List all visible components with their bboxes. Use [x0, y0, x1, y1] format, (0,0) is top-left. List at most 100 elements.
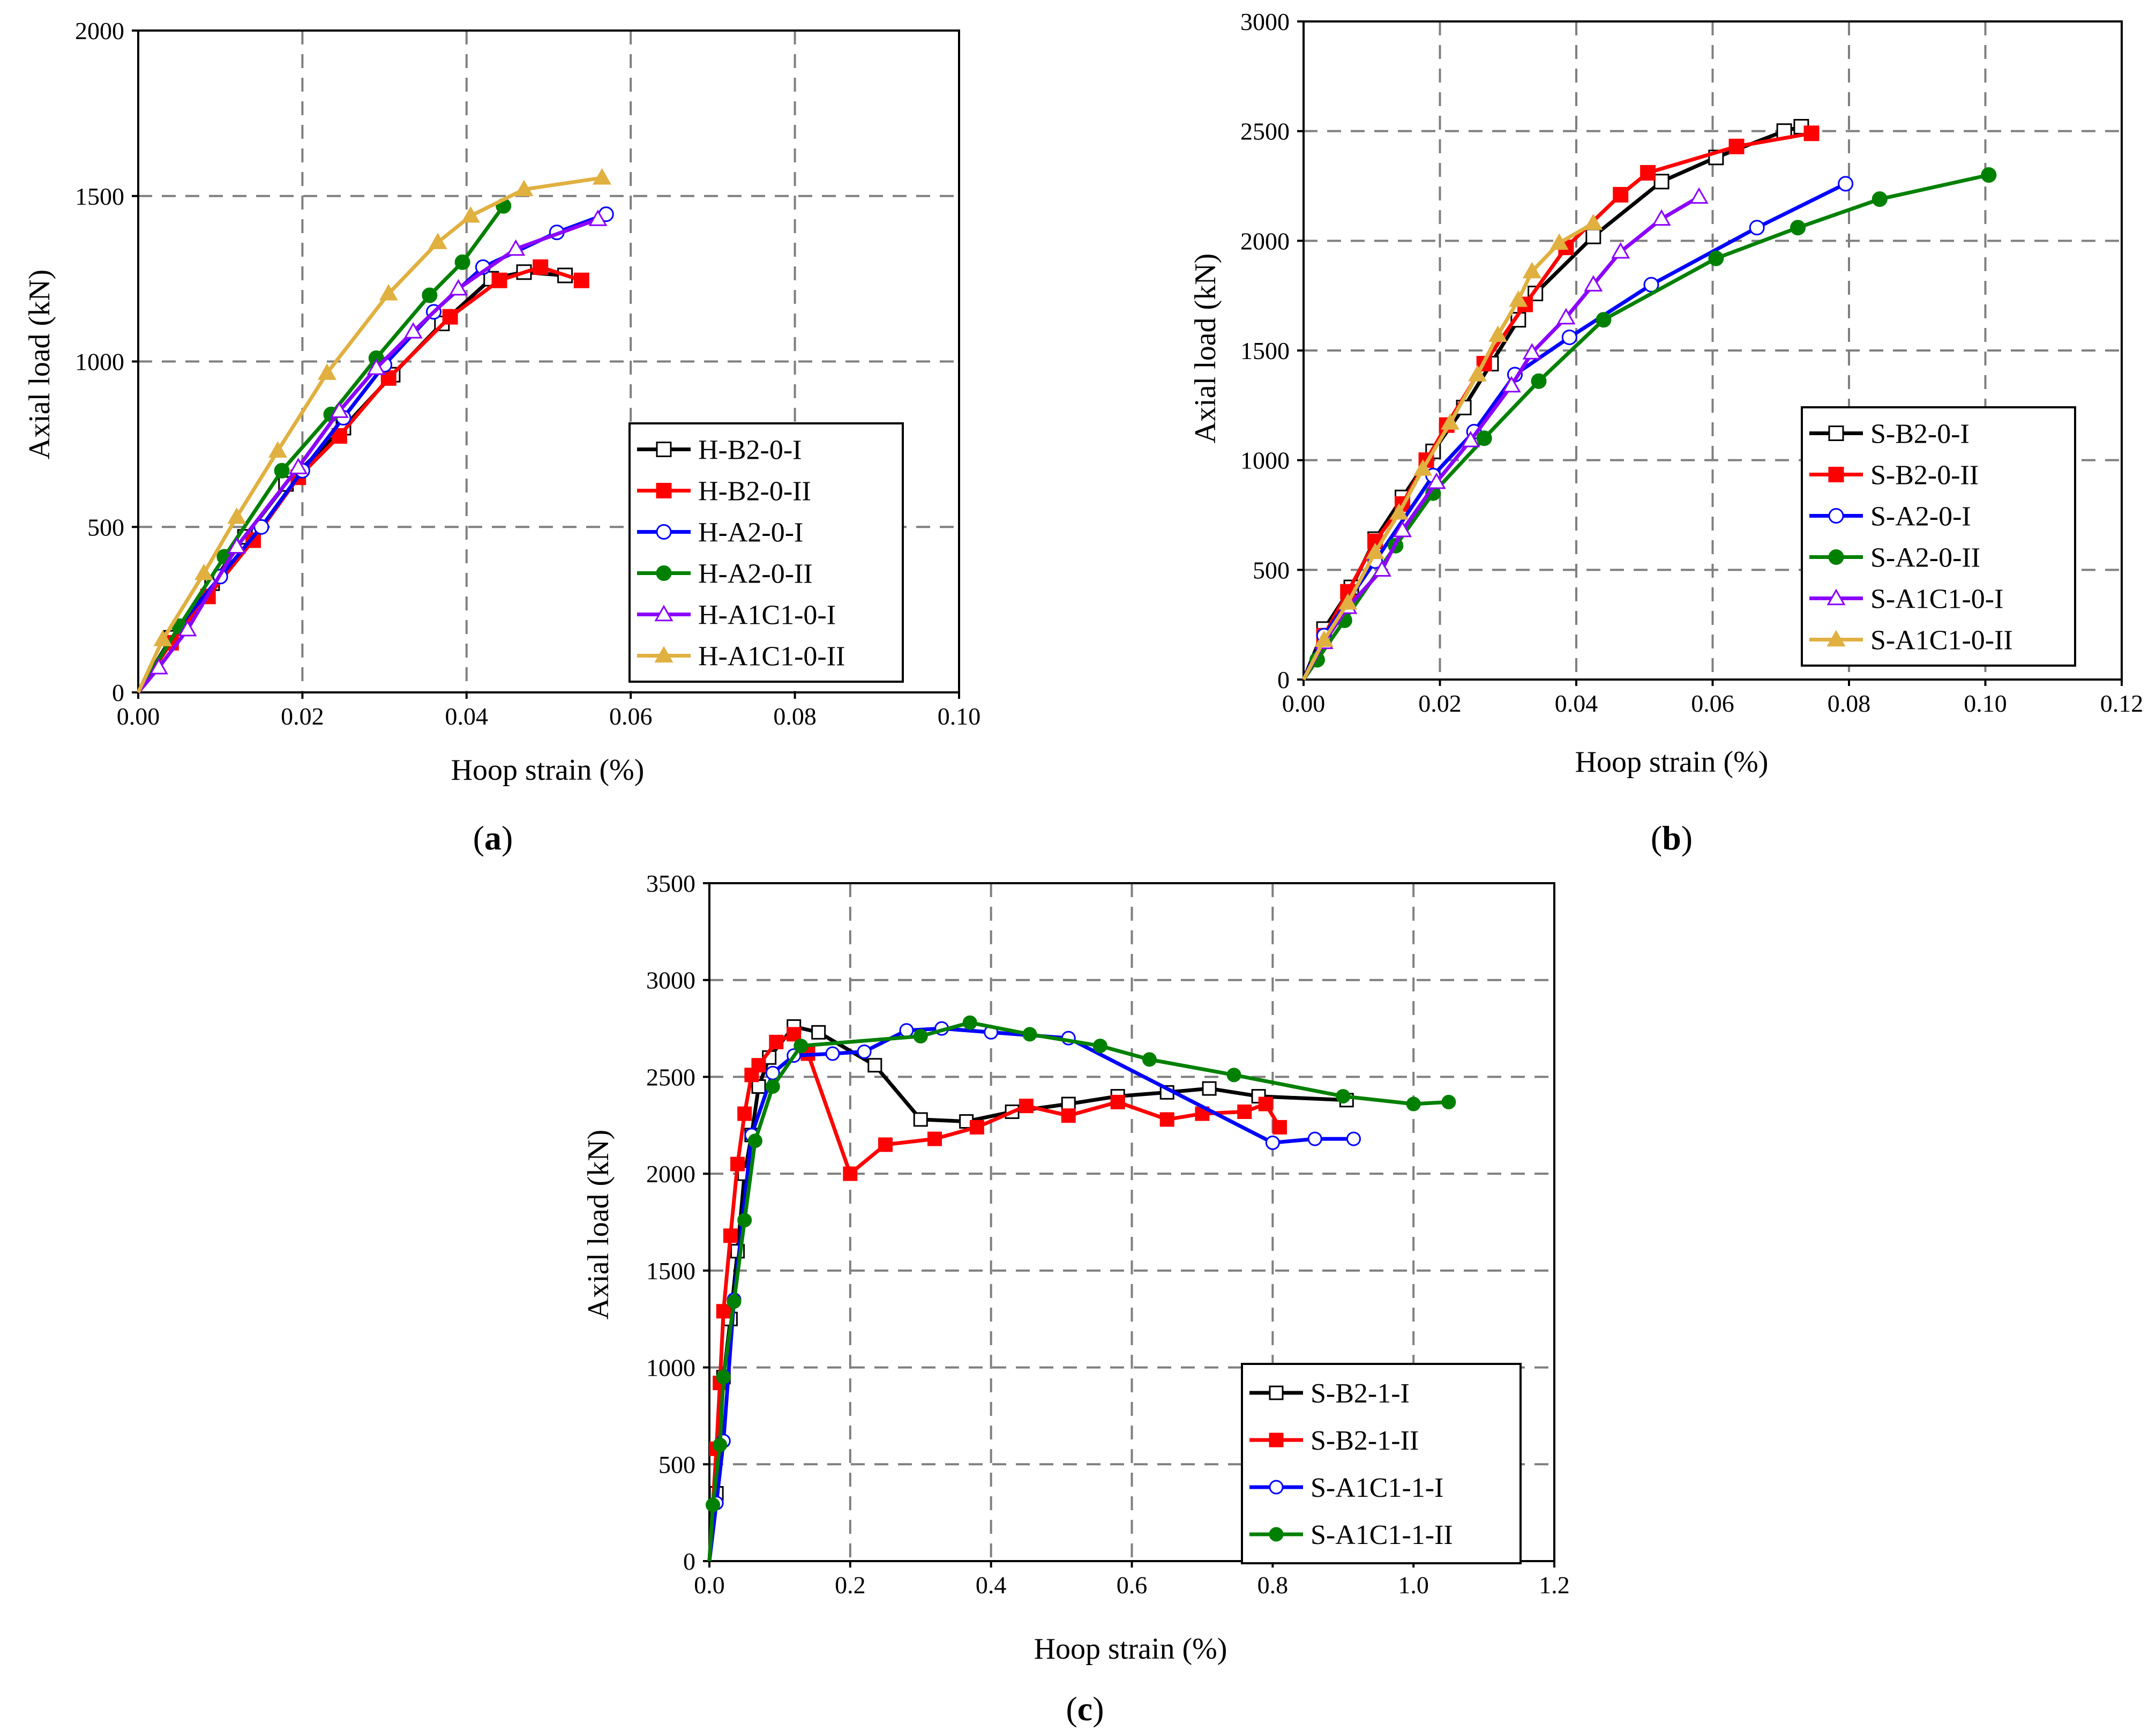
series-line: [1302, 173, 1989, 681]
series-line: [707, 1032, 1282, 1562]
x-tick-label: 0.04: [445, 703, 489, 730]
data-point: [533, 259, 549, 275]
data-point: [765, 1079, 780, 1094]
data-point: [331, 428, 347, 444]
legend-marker: [656, 442, 672, 457]
x-tick-label: 0.06: [1691, 690, 1734, 717]
x-tick-label: 1.2: [1539, 1571, 1570, 1599]
legend-item: S-B2-1-I: [1249, 1378, 1410, 1409]
data-point: [588, 210, 608, 226]
data-point: [751, 1058, 766, 1073]
legend: H-B2-0-I H-B2-0-II H-A2-0-I H-A2-0-II H-A1C1…: [628, 422, 904, 683]
data-point: [716, 1370, 731, 1385]
data-point: [454, 254, 470, 270]
data-point: [1314, 630, 1334, 647]
y-tick-label: 1500: [1240, 337, 1290, 364]
y-tick-label: 2000: [1240, 227, 1290, 255]
legend-label: S-B2-0-II: [1870, 460, 1979, 491]
data-point: [1708, 250, 1724, 266]
data-point: [1202, 1081, 1217, 1096]
data-point: [1406, 1096, 1421, 1111]
legend-label: S-B2-1-I: [1311, 1378, 1410, 1409]
legend-label: H-A2-0-I: [698, 518, 803, 548]
panel-label-c: (c): [1066, 1690, 1104, 1728]
data-point: [289, 458, 308, 474]
legend-marker: [1828, 426, 1844, 441]
data-point: [723, 1228, 738, 1243]
series-line: [137, 270, 565, 693]
legend-marker: [654, 605, 673, 622]
chart-panel-c: Hoop strain (%) Axial load (kN) (c) 0.0 0…: [582, 870, 1570, 1728]
y-tick-label: 0: [1277, 666, 1290, 693]
series-line: [707, 1026, 1354, 1562]
legend-label: H-B2-0-II: [698, 476, 811, 507]
data-point: [149, 658, 168, 675]
series-line: [707, 1020, 1449, 1562]
data-point: [1522, 343, 1541, 360]
data-point: [442, 309, 458, 325]
x-tick-label: 1.0: [1398, 1571, 1429, 1599]
data-point: [913, 1029, 928, 1044]
data-point: [962, 1015, 977, 1030]
legend-box: [1241, 1363, 1522, 1564]
series-line: [137, 217, 599, 694]
data-point: [1258, 1096, 1273, 1111]
series-S-A2-0-II: [1302, 167, 1997, 681]
legend-item: S-A1C1-0-II: [1809, 625, 2013, 656]
data-point: [366, 358, 386, 375]
data-point: [1838, 176, 1854, 192]
x-axis-label: Hoop strain (%): [451, 753, 645, 787]
legend-label: S-A1C1-0-I: [1870, 584, 2003, 615]
data-point: [1307, 1131, 1322, 1146]
data-point: [178, 620, 197, 637]
data-point: [1338, 593, 1358, 610]
legend-item: H-A1C1-0-I: [637, 600, 836, 631]
x-tick-label: 0.08: [1828, 690, 1871, 717]
series-line: [137, 212, 607, 693]
legend-item: S-A1C1-1-II: [1249, 1520, 1453, 1550]
data-point: [1749, 220, 1765, 236]
data-point: [1652, 209, 1671, 226]
legend-box: [1801, 406, 2076, 667]
y-tick-label: 0: [112, 679, 124, 706]
legend-item: S-B2-0-II: [1809, 460, 1979, 491]
series-S-B2-0-I: [1301, 118, 1809, 681]
y-tick-label: 1000: [1240, 447, 1290, 474]
legend-marker: [656, 565, 672, 581]
y-tick-label: 0: [683, 1548, 695, 1575]
legend-label: S-A2-0-II: [1870, 543, 1980, 573]
legend-marker: [1269, 1527, 1284, 1542]
legend-marker: [1269, 1480, 1284, 1495]
x-tick-label: 0.4: [976, 1571, 1007, 1599]
series-H-A1C1-0-I: [137, 210, 608, 694]
data-point: [1226, 1068, 1241, 1083]
legend-item: H-B2-0-I: [637, 435, 802, 466]
y-tick-label: 500: [87, 513, 124, 541]
legend-label: S-A1C1-0-II: [1870, 625, 2013, 656]
data-point: [1531, 373, 1547, 389]
series-S-A1C1-0-II: [1301, 213, 1603, 681]
legend-marker: [656, 483, 672, 498]
legend-item: S-A2-0-I: [1809, 502, 1971, 532]
data-point: [843, 1166, 858, 1181]
legend-label: S-A1C1-1-II: [1311, 1520, 1453, 1550]
data-point: [825, 1046, 840, 1061]
legend-marker: [1828, 467, 1844, 482]
data-point: [1502, 376, 1521, 393]
data-point: [1393, 520, 1412, 538]
x-tick-label: 0.2: [835, 1571, 866, 1599]
data-point: [1346, 1131, 1361, 1146]
data-point: [1596, 312, 1612, 328]
y-axis-label: Axial load (kN): [582, 1130, 615, 1320]
y-tick-label: 500: [658, 1451, 695, 1478]
data-point: [1584, 213, 1603, 230]
x-tick-label: 0.12: [2100, 690, 2144, 717]
data-point: [1689, 187, 1709, 204]
series-S-A1C1-1-II: [706, 1015, 1456, 1562]
data-point: [1509, 290, 1528, 307]
series-H-A1C1-0-II: [136, 168, 612, 693]
legend-item: H-A1C1-0-II: [637, 641, 845, 672]
y-tick-label: 1000: [646, 1354, 695, 1382]
data-point: [713, 1437, 728, 1452]
legend-item: H-A2-0-II: [637, 559, 813, 590]
